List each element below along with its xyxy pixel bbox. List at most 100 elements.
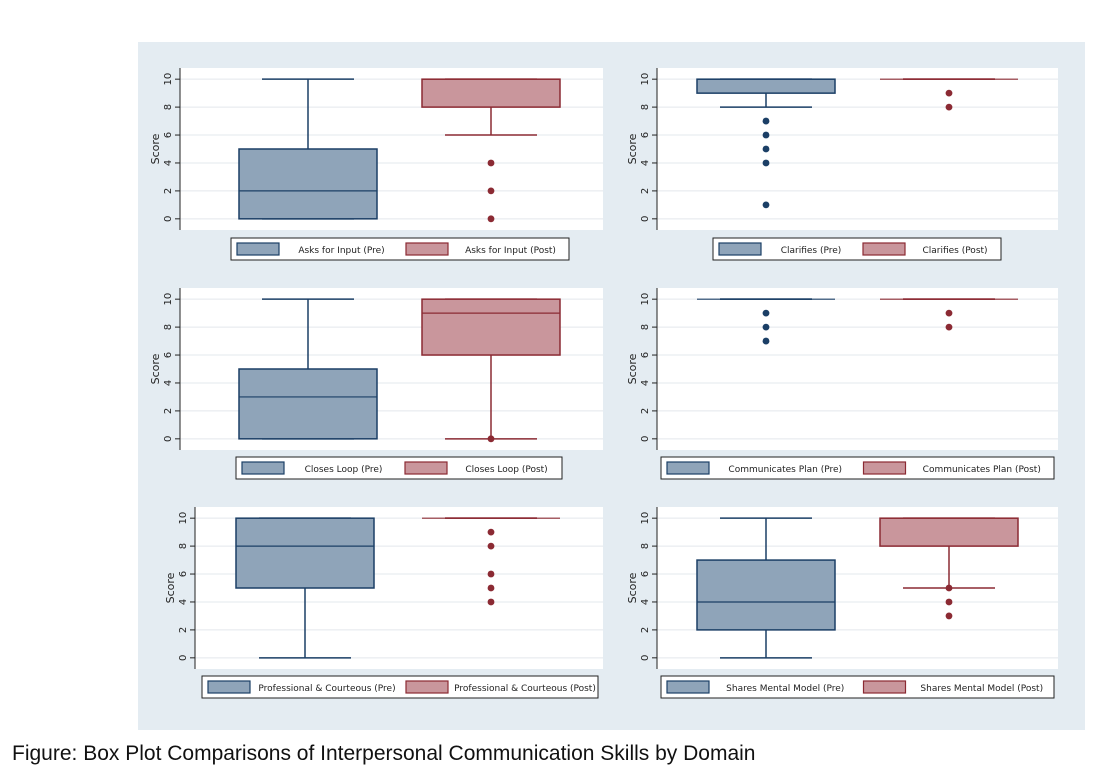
legend-swatch-pre — [207, 680, 251, 694]
y-tick-label: 0 — [163, 216, 174, 222]
outlier-point — [487, 542, 495, 550]
y-tick-label: 2 — [640, 408, 651, 414]
y-tick-label: 2 — [640, 627, 651, 633]
y-tick-label: 4 — [178, 599, 189, 605]
legend-swatch-post — [405, 680, 449, 694]
legend: Communicates Plan (Pre) Communicates Plan… — [660, 456, 1055, 480]
plot-area — [657, 288, 1058, 450]
outlier-point — [487, 584, 495, 592]
iqr-box — [238, 148, 378, 220]
legend-label: Clarifies (Post) — [922, 246, 987, 256]
legend-swatch-post — [404, 461, 448, 475]
y-axis-label: Score — [626, 133, 639, 164]
legend-swatch-pre — [666, 680, 710, 694]
y-axis-label: Score — [149, 133, 162, 164]
y-tick-label: 6 — [640, 132, 651, 138]
outlier-point — [487, 435, 495, 443]
legend-label: Clarifies (Pre) — [781, 246, 842, 256]
y-tick-label: 4 — [640, 160, 651, 166]
legend: Shares Mental Model (Pre) Shares Mental M… — [660, 675, 1055, 699]
pre-box-plot — [696, 517, 836, 659]
legend-swatch-post — [862, 242, 906, 256]
y-tick-label: 8 — [163, 324, 174, 330]
legend-swatch-post — [405, 242, 449, 256]
legend-swatch-pre — [236, 242, 280, 256]
legend-label: Shares Mental Model (Post) — [920, 684, 1043, 694]
legend-label: Closes Loop (Pre) — [305, 465, 383, 475]
legend-label: Closes Loop (Post) — [465, 465, 547, 475]
legend: Professional & Courteous (Pre) Profession… — [201, 675, 599, 699]
legend-swatch-post — [862, 680, 907, 694]
legend-label: Communicates Plan (Pre) — [728, 465, 842, 475]
y-tick-label: 0 — [640, 436, 651, 442]
iqr-box — [696, 559, 836, 631]
y-tick-label: 10 — [178, 512, 189, 525]
y-tick-label: 10 — [163, 293, 174, 306]
y-axis-label: Score — [626, 353, 639, 384]
legend-label: Communicates Plan (Post) — [923, 465, 1041, 475]
y-tick-label: 10 — [163, 73, 174, 86]
outlier-point — [762, 131, 770, 139]
y-tick-label: 4 — [640, 380, 651, 386]
pre-box-plot — [238, 298, 378, 440]
outlier-point — [762, 337, 770, 345]
y-tick-label: 0 — [640, 216, 651, 222]
y-tick-label: 6 — [640, 571, 651, 577]
outlier-point — [487, 187, 495, 195]
outlier-point — [945, 103, 953, 111]
y-tick-label: 6 — [178, 571, 189, 577]
legend: Asks for Input (Pre) Asks for Input (Post… — [230, 237, 570, 261]
y-tick-label: 10 — [640, 293, 651, 306]
legend-label: Asks for Input (Post) — [465, 246, 556, 256]
y-axis-label: Score — [164, 572, 177, 603]
outlier-point — [945, 309, 953, 317]
outlier-point — [945, 323, 953, 331]
y-tick-label: 6 — [163, 352, 174, 358]
pre-box-plot — [697, 298, 835, 345]
pre-box-plot — [238, 78, 378, 220]
outlier-point — [762, 145, 770, 153]
outlier-point — [762, 309, 770, 317]
chart-panel-2: 0 2 4 6 8 10 Score Clarifies (Pre) Clarifies (Po… — [626, 68, 1058, 261]
y-tick-label: 10 — [640, 73, 651, 86]
pre-box-plot — [235, 517, 375, 659]
y-tick-label: 0 — [178, 655, 189, 661]
y-tick-label: 4 — [640, 599, 651, 605]
post-box-plot — [880, 78, 1018, 111]
plot-area — [657, 68, 1058, 230]
legend-swatch-pre — [666, 461, 710, 475]
legend-swatch-pre — [718, 242, 762, 256]
post-box-plot — [422, 517, 560, 606]
y-tick-label: 2 — [163, 408, 174, 414]
outlier-point — [945, 612, 953, 620]
chart-panel-5: 0 2 4 6 8 10 Score Professional & Courteous (Pr… — [164, 507, 603, 699]
legend-label: Shares Mental Model (Pre) — [726, 684, 844, 694]
y-tick-label: 2 — [640, 188, 651, 194]
legend-box — [712, 237, 1002, 261]
outlier-point — [945, 598, 953, 606]
iqr-box — [421, 78, 561, 108]
legend-box — [201, 675, 599, 699]
y-tick-label: 6 — [163, 132, 174, 138]
outlier-point — [487, 570, 495, 578]
legend-box — [660, 456, 1055, 480]
y-tick-label: 0 — [640, 655, 651, 661]
iqr-box — [235, 517, 375, 589]
y-tick-label: 2 — [178, 627, 189, 633]
y-tick-label: 4 — [163, 160, 174, 166]
figure-caption: Figure: Box Plot Comparisons of Interper… — [12, 742, 756, 765]
post-box-plot — [879, 517, 1019, 620]
post-box-plot — [421, 298, 561, 443]
iqr-box — [421, 298, 561, 356]
outlier-point — [762, 117, 770, 125]
iqr-box — [696, 78, 836, 94]
legend-box — [230, 237, 570, 261]
y-axis-label: Score — [626, 572, 639, 603]
y-tick-label: 8 — [640, 324, 651, 330]
y-tick-label: 4 — [163, 380, 174, 386]
legend: Clarifies (Pre) Clarifies (Post) — [712, 237, 1002, 261]
